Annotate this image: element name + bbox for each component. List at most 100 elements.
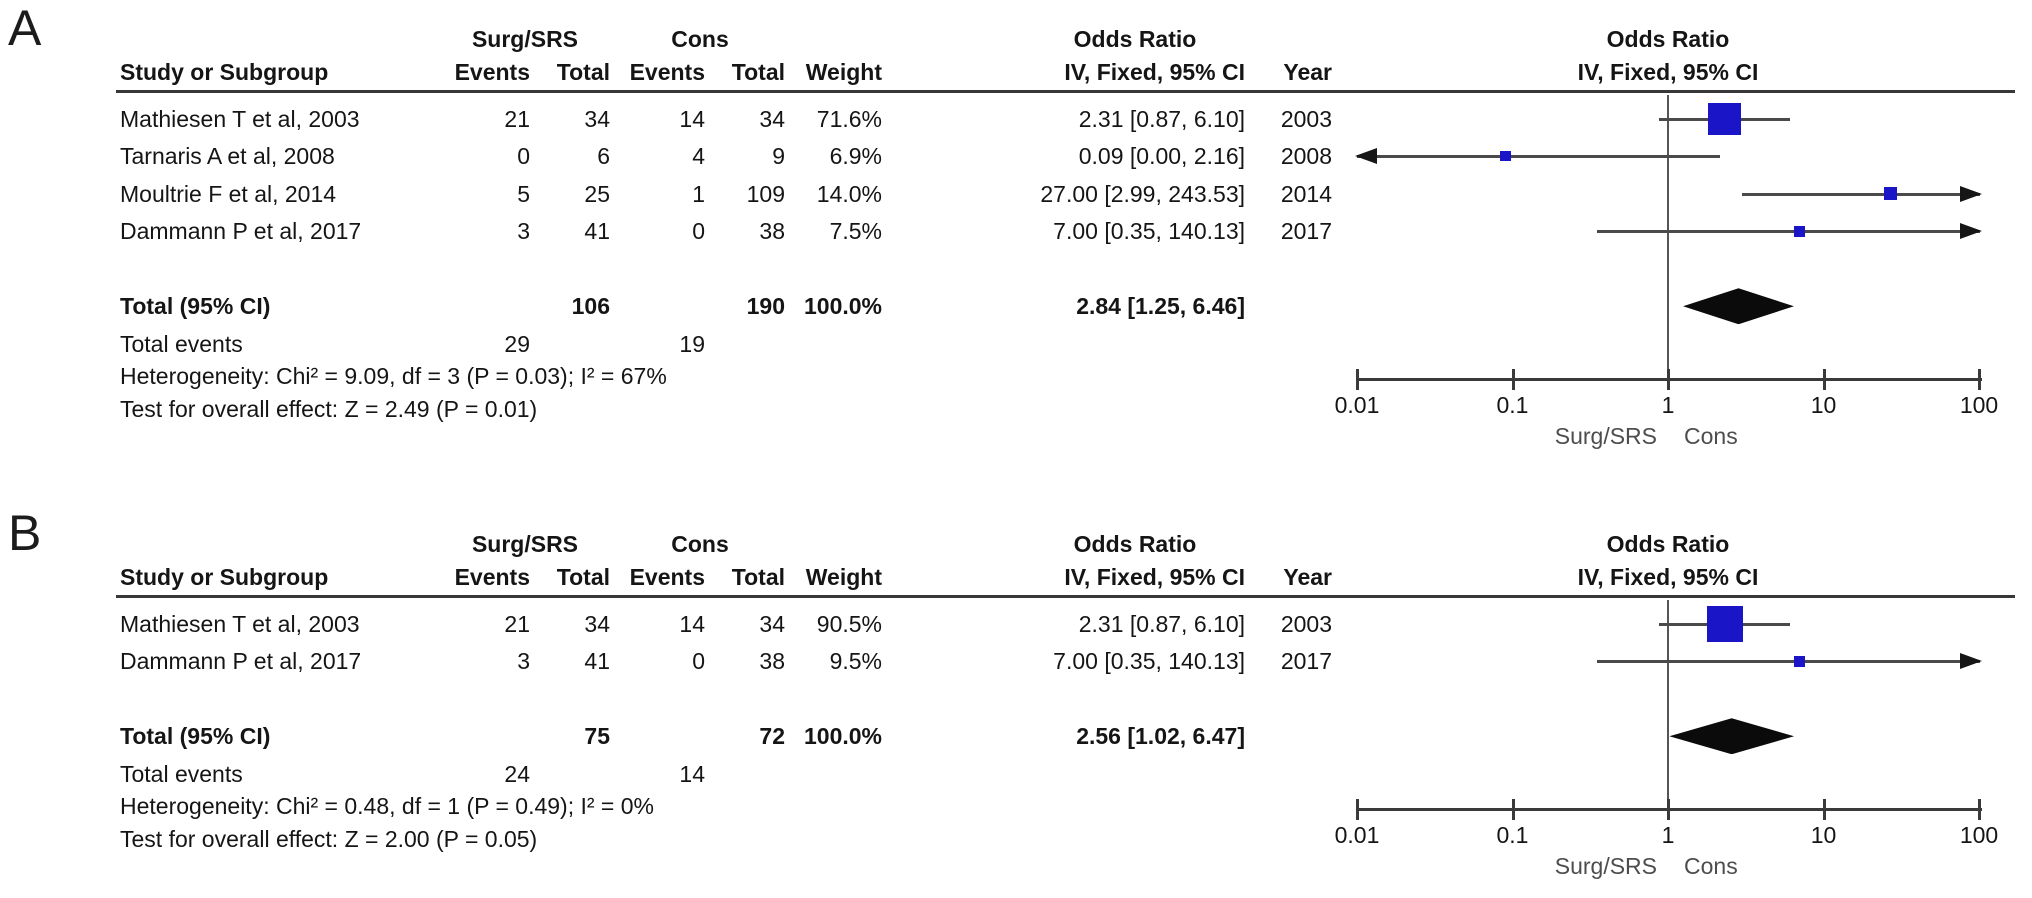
- weight-value: 14.0%: [816, 180, 882, 207]
- group1-events-value: 3: [517, 648, 530, 675]
- total-group2-n: 72: [759, 723, 785, 750]
- effect-estimate-value: 27.00 [2.99, 243.53]: [1040, 180, 1245, 207]
- axis-tick: [1356, 798, 1359, 820]
- effect-header: Odds Ratio: [1073, 531, 1197, 557]
- group1-events-value: 0: [517, 143, 530, 170]
- total-label: Total (95% CI): [120, 293, 271, 320]
- group1-events-value: 3: [517, 218, 530, 245]
- weight-value: 6.9%: [829, 143, 882, 170]
- group1-total-header: Total: [556, 564, 610, 590]
- group2-events-value: 1: [692, 180, 705, 207]
- group1-events-value: 21: [504, 105, 530, 132]
- study-name: Dammann P et al, 2017: [120, 648, 362, 675]
- total-estimate: 2.84 [1.25, 6.46]: [1076, 293, 1245, 320]
- axis-tick: [1667, 798, 1670, 820]
- effect-square: [1794, 225, 1805, 237]
- heterogeneity-text: Heterogeneity: Chi² = 0.48, df = 1 (P = …: [120, 792, 654, 819]
- axis-tick: [1511, 368, 1515, 390]
- favours-left-label: Surg/SRS: [1554, 852, 1657, 879]
- weight-value: 90.5%: [816, 610, 882, 637]
- total-weight: 100.0%: [803, 293, 882, 320]
- group1-total-value: 6: [597, 143, 610, 170]
- plot-effect-header: Odds Ratio: [1606, 26, 1730, 52]
- overall-effect-text: Test for overall effect: Z = 2.00 (P = 0…: [120, 825, 538, 852]
- effect-estimate-value: 0.09 [0.00, 2.16]: [1078, 143, 1245, 170]
- axis-tick: [1978, 368, 1981, 390]
- total-events-group2: 19: [679, 330, 705, 357]
- group2-events-header: Events: [629, 59, 705, 85]
- study-name: Mathiesen T et al, 2003: [120, 610, 360, 637]
- group2-events-value: 14: [679, 610, 705, 637]
- group2-total-value: 38: [759, 218, 785, 245]
- group1-events-header: Events: [454, 564, 530, 590]
- group1-total-header: Total: [556, 59, 610, 85]
- group1-header: Surg/SRS: [471, 531, 579, 557]
- header-rule: [116, 90, 2015, 93]
- year-value: 2008: [1280, 143, 1332, 170]
- group2-total-value: 38: [759, 648, 785, 675]
- ci-arrow-right: [1960, 185, 1982, 202]
- axis-tick: [1667, 368, 1670, 390]
- effect-sub-header: IV, Fixed, 95% CI: [1064, 564, 1245, 590]
- total-events-label: Total events: [120, 760, 243, 787]
- total-events-label: Total events: [120, 330, 243, 357]
- axis-tick: [1822, 798, 1826, 820]
- summary-diamond: [1683, 288, 1794, 325]
- weight-value: 7.5%: [829, 218, 882, 245]
- ci-arrow-left: [1355, 148, 1377, 165]
- total-events-group1: 24: [504, 760, 530, 787]
- group1-total-value: 41: [584, 218, 610, 245]
- group1-total-value: 25: [584, 180, 610, 207]
- ci-line: [1597, 230, 1980, 234]
- total-events-group2: 14: [679, 760, 705, 787]
- study-name: Dammann P et al, 2017: [120, 218, 362, 245]
- year-value: 2003: [1280, 610, 1332, 637]
- plot-effect-sub-header: IV, Fixed, 95% CI: [1577, 564, 1759, 590]
- group1-events-header: Events: [454, 59, 530, 85]
- weight-value: 9.5%: [829, 648, 882, 675]
- group2-events-value: 14: [679, 105, 705, 132]
- total-group1-n: 75: [584, 723, 610, 750]
- axis-tick: [1511, 798, 1515, 820]
- year-value: 2014: [1280, 180, 1332, 207]
- favours-left-label: Surg/SRS: [1554, 422, 1657, 449]
- weight-header: Weight: [805, 564, 882, 590]
- group2-events-value: 0: [692, 218, 705, 245]
- group1-events-value: 5: [517, 180, 530, 207]
- group2-total-value: 34: [759, 105, 785, 132]
- axis-tick-label: 0.1: [1496, 821, 1529, 848]
- effect-square: [1500, 151, 1511, 162]
- group2-total-header: Total: [731, 564, 785, 590]
- year-header: Year: [1283, 59, 1332, 85]
- group2-header: Cons: [671, 26, 729, 52]
- plot-effect-header: Odds Ratio: [1606, 531, 1730, 557]
- group2-events-header: Events: [629, 564, 705, 590]
- axis-tick-label: 0.1: [1496, 391, 1529, 418]
- group1-total-value: 34: [584, 105, 610, 132]
- ci-line: [1597, 660, 1980, 664]
- effect-header: Odds Ratio: [1073, 26, 1197, 52]
- total-events-group1: 29: [504, 330, 530, 357]
- group1-total-value: 41: [584, 648, 610, 675]
- ci-arrow-right: [1960, 223, 1982, 240]
- axis-tick-label: 100: [1959, 821, 1999, 848]
- group2-header: Cons: [671, 531, 729, 557]
- effect-estimate-value: 2.31 [0.87, 6.10]: [1078, 610, 1245, 637]
- year-value: 2017: [1280, 218, 1332, 245]
- group2-total-value: 9: [772, 143, 785, 170]
- group2-total-header: Total: [731, 59, 785, 85]
- panel-letter: A: [8, 0, 42, 56]
- null-effect-line: [1667, 600, 1669, 809]
- effect-square: [1884, 187, 1897, 201]
- axis-tick-label: 10: [1810, 821, 1837, 848]
- ci-line: [1357, 155, 1720, 159]
- axis-tick-label: 100: [1959, 391, 1999, 418]
- effect-square: [1706, 605, 1743, 642]
- year-value: 2017: [1280, 648, 1332, 675]
- group2-total-value: 34: [759, 610, 785, 637]
- effect-sub-header: IV, Fixed, 95% CI: [1064, 59, 1245, 85]
- summary-diamond: [1669, 718, 1795, 755]
- axis-tick: [1978, 798, 1981, 820]
- axis-tick-label: 10: [1810, 391, 1837, 418]
